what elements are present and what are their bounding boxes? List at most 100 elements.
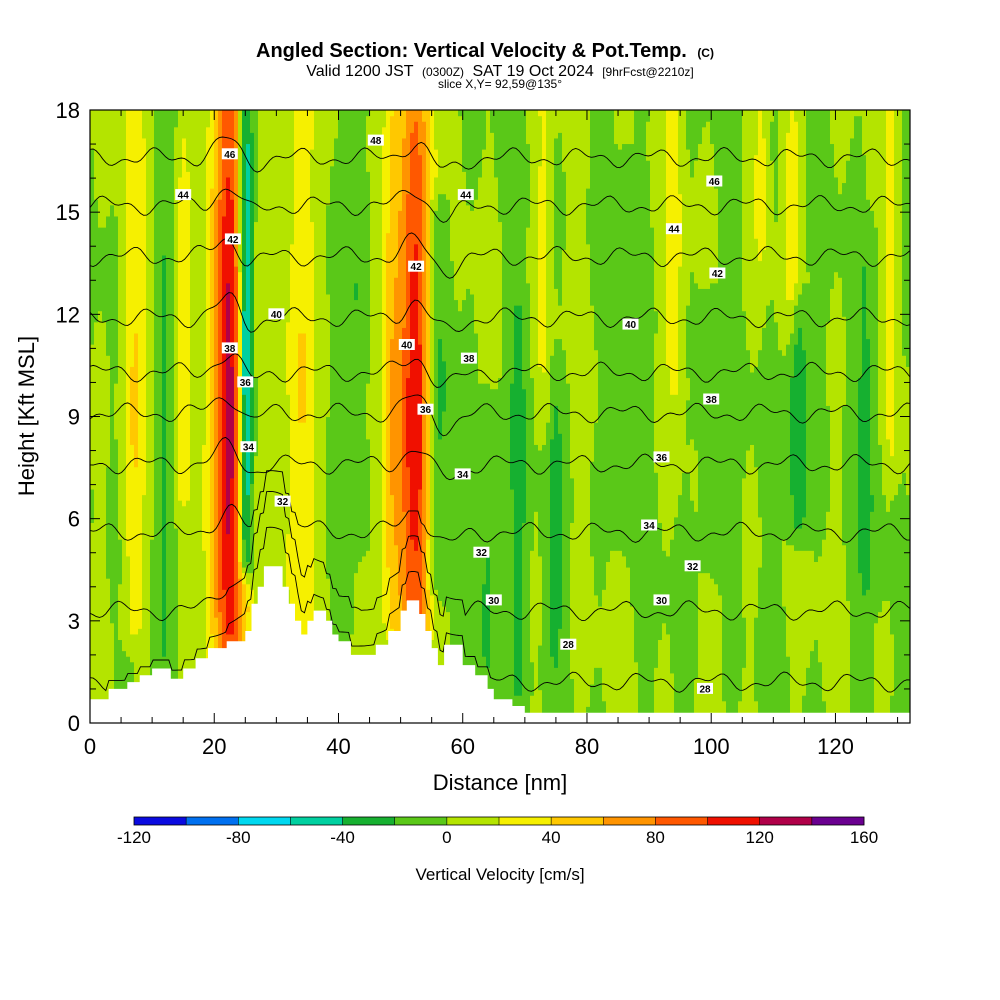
velocity-cell xyxy=(810,650,815,723)
velocity-cell xyxy=(866,589,871,723)
velocity-cell xyxy=(110,622,115,723)
velocity-cell xyxy=(770,299,775,723)
velocity-cell xyxy=(682,110,687,473)
velocity-cell xyxy=(202,550,207,723)
velocity-cell xyxy=(738,700,743,723)
velocity-cell xyxy=(890,110,895,457)
velocity-field xyxy=(90,110,910,723)
velocity-cell xyxy=(406,193,411,379)
velocity-cell xyxy=(430,199,435,596)
theta-contour-line xyxy=(90,136,910,173)
contour-label: 36 xyxy=(417,403,434,416)
velocity-cell xyxy=(90,149,95,345)
x-tick-label: 80 xyxy=(575,734,599,759)
velocity-cell xyxy=(802,282,807,351)
contour-label-text: 38 xyxy=(224,344,236,355)
velocity-cell xyxy=(450,260,455,685)
colorbar-label: Vertical Velocity [cm/s] xyxy=(415,865,584,884)
velocity-cell xyxy=(222,215,227,590)
velocity-cell xyxy=(178,176,183,501)
velocity-cell xyxy=(850,137,855,723)
x-axis-label: Distance [nm] xyxy=(433,770,568,795)
velocity-cell xyxy=(554,667,559,723)
velocity-cell xyxy=(522,522,527,723)
velocity-cell xyxy=(286,321,291,395)
velocity-cell xyxy=(762,249,767,328)
theta-contour-line xyxy=(90,526,910,693)
velocity-cell xyxy=(254,110,259,223)
contour-label-box xyxy=(473,546,490,558)
contour-label-text: 32 xyxy=(476,548,488,559)
velocity-cell xyxy=(826,110,831,323)
velocity-cell xyxy=(570,678,575,723)
velocity-cell xyxy=(214,110,219,200)
contour-label-box xyxy=(560,638,577,650)
velocity-cell xyxy=(646,110,651,122)
velocity-cell xyxy=(414,110,419,122)
velocity-cell xyxy=(822,110,827,540)
velocity-cell xyxy=(534,110,539,445)
velocity-cell xyxy=(826,321,831,406)
velocity-cell xyxy=(762,327,767,723)
velocity-cell xyxy=(694,282,699,451)
velocity-cell xyxy=(646,160,651,723)
velocity-cell xyxy=(98,310,103,723)
colorbar-tick-label: 40 xyxy=(542,828,561,847)
velocity-cell xyxy=(330,165,335,723)
y-tick-label: 9 xyxy=(68,405,80,430)
colorbar-swatch xyxy=(603,817,656,825)
velocity-cell xyxy=(714,583,719,723)
velocity-cell xyxy=(442,410,447,607)
velocity-cell xyxy=(150,110,155,540)
velocity-cell xyxy=(330,110,335,167)
velocity-cell xyxy=(234,110,239,267)
velocity-cell xyxy=(134,332,139,468)
velocity-cell xyxy=(334,110,339,139)
velocity-cell xyxy=(438,193,443,340)
velocity-cell xyxy=(654,110,659,312)
velocity-cell xyxy=(774,110,779,223)
velocity-cell xyxy=(710,143,715,284)
colorbar: -120 -80 -40 0 40 80 120 160 xyxy=(117,816,878,847)
velocity-cell xyxy=(390,115,395,340)
velocity-cell xyxy=(890,500,895,635)
velocity-cell xyxy=(718,110,723,596)
colorbar-tick-label: 80 xyxy=(646,828,665,847)
velocity-cell xyxy=(418,488,423,629)
velocity-cell xyxy=(562,349,567,723)
velocity-cell xyxy=(522,110,527,390)
velocity-cell xyxy=(466,110,471,206)
subtitle-date: SAT 19 Oct 2024 xyxy=(472,63,593,80)
colorbar-swatch xyxy=(134,817,187,825)
velocity-cell xyxy=(598,605,603,668)
velocity-cell xyxy=(710,110,715,145)
colorbar-swatch xyxy=(655,817,708,825)
velocity-cell xyxy=(894,494,899,723)
velocity-cell xyxy=(510,488,515,723)
velocity-cell xyxy=(850,110,855,139)
velocity-cell xyxy=(462,299,467,723)
velocity-cell xyxy=(490,388,495,719)
velocity-cell xyxy=(750,110,755,373)
velocity-cell xyxy=(538,644,543,691)
velocity-cell xyxy=(590,461,595,557)
velocity-cell xyxy=(842,316,847,406)
velocity-cell xyxy=(98,110,103,228)
velocity-cell xyxy=(698,572,703,723)
y-axis-label: Height [Kft MSL] xyxy=(14,336,39,496)
contour-labels: 48 46 44 44 46 44 42 42 42 40 40 40 38 38 38 36 36 36 34 34… xyxy=(175,134,726,695)
velocity-cell xyxy=(402,327,407,512)
velocity-cell xyxy=(462,171,467,301)
colorbar-tick-label: -40 xyxy=(330,828,355,847)
velocity-cell xyxy=(586,110,591,189)
velocity-cell xyxy=(178,500,183,723)
velocity-cell xyxy=(558,628,563,723)
velocity-cell xyxy=(862,266,867,596)
velocity-cell xyxy=(690,438,695,501)
velocity-cell xyxy=(186,171,191,501)
velocity-cell xyxy=(594,422,599,596)
contour-label-box xyxy=(665,223,682,235)
velocity-cell xyxy=(386,110,391,234)
velocity-cell xyxy=(898,483,903,723)
